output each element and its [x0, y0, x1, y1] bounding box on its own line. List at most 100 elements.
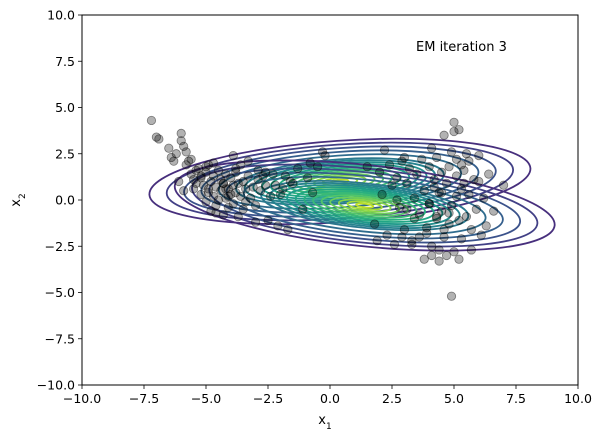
point-b-38 [444, 219, 454, 229]
iteration-annotation: EM iteration 3 [416, 40, 507, 55]
point-b-42 [449, 247, 459, 257]
y-tick-label-8: 10.0 [47, 8, 75, 23]
point-b-19 [419, 186, 429, 196]
point-b-47 [456, 184, 467, 194]
point-a-12 [186, 169, 196, 179]
point-b-51 [461, 149, 471, 159]
point-b-8 [392, 173, 402, 183]
point-b-13 [404, 163, 414, 174]
point-b-49 [459, 165, 469, 175]
point-b-9 [394, 202, 405, 212]
point-a-21 [201, 197, 211, 207]
point-b-84 [424, 199, 434, 209]
point-a-65 [293, 163, 303, 174]
point-a-52 [243, 171, 253, 181]
point-b-86 [372, 236, 382, 246]
point-b-14 [407, 236, 417, 246]
point-a-35 [218, 178, 228, 188]
contour-c1-13 [217, 153, 463, 210]
point-b-68 [397, 232, 407, 242]
contour-c2-14 [225, 171, 504, 240]
point-a-20 [201, 167, 211, 177]
point-a-89 [218, 178, 228, 188]
point-b-70 [466, 245, 476, 255]
point-a-5 [171, 149, 181, 159]
contour-c2-8 [294, 188, 435, 223]
point-b-44 [451, 154, 462, 164]
point-a-23 [203, 160, 214, 170]
y-tick-label-3: −2.5 [45, 239, 75, 254]
point-a-69 [312, 162, 323, 172]
point-a-7 [176, 136, 186, 146]
point-b-18 [417, 154, 427, 164]
point-a-61 [273, 221, 283, 231]
point-a-99 [260, 167, 271, 177]
x-tick-label-4: 0.0 [320, 391, 340, 406]
point-b-81 [444, 208, 454, 218]
point-a-83 [221, 184, 231, 194]
point-b-16 [412, 169, 422, 179]
contour-c1-12 [235, 157, 445, 206]
point-a-41 [226, 189, 236, 200]
point-a-80 [280, 171, 290, 181]
point-b-48 [456, 234, 467, 244]
contour-c2-9 [286, 186, 444, 225]
point-a-50 [238, 204, 248, 214]
point-a-25 [206, 206, 216, 216]
point-b-79 [422, 228, 432, 238]
point-b-10 [397, 156, 407, 166]
contour-c2-12 [260, 180, 470, 232]
y-tick-label-4: 0.0 [55, 193, 75, 208]
x-tick-label-5: 2.5 [382, 391, 402, 406]
contour-c2-7 [303, 190, 427, 221]
contour-c2-13 [242, 175, 487, 236]
point-b-32 [436, 206, 447, 216]
point-a-15 [191, 178, 201, 188]
point-b-77 [432, 212, 442, 222]
point-a-94 [305, 158, 315, 168]
point-b-85 [464, 156, 474, 166]
point-a-46 [233, 212, 243, 222]
point-b-29 [434, 245, 444, 255]
point-a-74 [201, 162, 211, 172]
point-a-95 [320, 151, 330, 161]
point-a-18 [196, 189, 206, 200]
gaussian-contours [148, 137, 556, 252]
point-a-34 [218, 210, 228, 220]
point-a-32 [216, 186, 226, 196]
point-a-76 [228, 151, 238, 161]
point-a-51 [241, 184, 251, 194]
contour-c2-5 [320, 194, 409, 217]
contour-c2-11 [268, 182, 461, 230]
contour-c2-16 [191, 163, 539, 248]
point-a-62 [278, 184, 288, 194]
point-a-2 [154, 134, 164, 144]
point-b-26 [429, 175, 439, 185]
point-b-12 [402, 178, 412, 188]
point-b-73 [439, 225, 449, 235]
point-b-5 [384, 160, 395, 170]
point-b-60 [489, 206, 499, 216]
point-a-13 [189, 175, 199, 185]
point-a-77 [236, 160, 246, 170]
point-b-61 [498, 180, 509, 190]
point-b-54 [469, 175, 479, 185]
point-a-39 [223, 202, 233, 212]
contour-c2-1 [355, 202, 375, 209]
point-a-30 [213, 165, 223, 175]
point-b-34 [439, 232, 449, 242]
x-tick-label-6: 5.0 [444, 391, 464, 406]
point-b-56 [474, 151, 484, 161]
point-b-28 [432, 152, 442, 163]
point-a-36 [221, 169, 231, 179]
point-b-3 [377, 189, 387, 200]
point-a-67 [303, 173, 313, 183]
point-a-29 [211, 200, 221, 211]
point-a-56 [253, 175, 263, 185]
x-tick-label-7: 7.5 [506, 391, 526, 406]
point-a-49 [238, 176, 248, 187]
y-tick-label-2: −5.0 [45, 285, 75, 300]
point-a-73 [186, 154, 196, 164]
point-b-25 [429, 182, 439, 192]
